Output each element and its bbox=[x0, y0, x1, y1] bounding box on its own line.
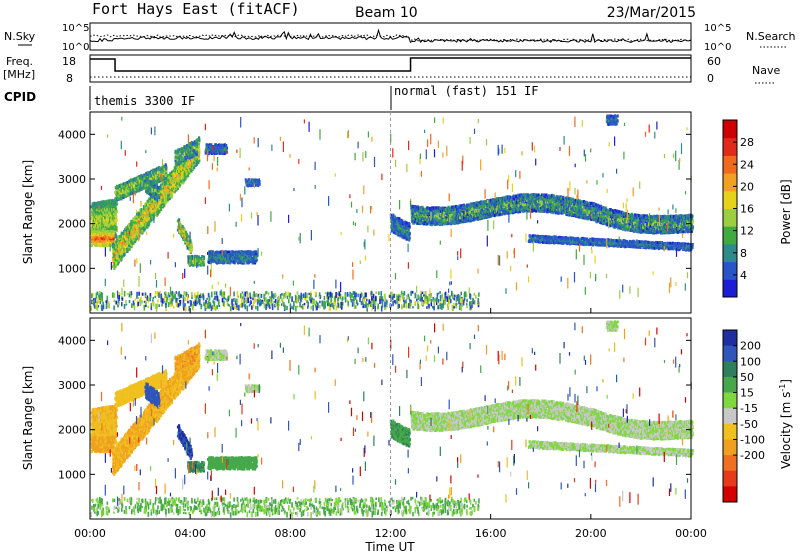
nave-tick-low: 0 bbox=[707, 72, 714, 85]
freq-unit-label: [MHz] bbox=[3, 68, 35, 81]
power-cell bbox=[178, 218, 180, 221]
cpid-segment-2: normal (fast) 151 IF bbox=[394, 84, 539, 98]
cpid-segment-1: themis 3300 IF bbox=[94, 94, 195, 108]
power-cell bbox=[228, 251, 230, 254]
power-cell bbox=[112, 199, 114, 202]
power-cell bbox=[116, 219, 118, 222]
noise-tick-low-right: 10^0 bbox=[704, 42, 731, 53]
noise-panel: N.Sky 10^5 10^0 10^5 10^0 N.Search bbox=[4, 23, 796, 53]
power-cell bbox=[115, 222, 117, 225]
cpid-label: CPID bbox=[4, 90, 36, 104]
power-cell bbox=[113, 235, 115, 238]
power-cell bbox=[165, 177, 167, 180]
noise-tick-high-right: 10^5 bbox=[704, 23, 731, 34]
power-cell bbox=[160, 208, 162, 211]
power-cell bbox=[93, 202, 95, 205]
nave-label: Nave bbox=[752, 64, 780, 77]
power-panel: 1000200030004000 Slant Range [km] bbox=[21, 112, 694, 313]
power-cell bbox=[99, 242, 101, 245]
nsearch-trace bbox=[90, 35, 691, 41]
power-cell bbox=[151, 195, 153, 198]
nave-tick-high: 60 bbox=[707, 55, 721, 68]
power-cell bbox=[157, 186, 159, 189]
noise-tick-high-left: 10^5 bbox=[62, 23, 89, 34]
nsky-label: N.Sky bbox=[4, 30, 36, 43]
power-cell bbox=[149, 188, 151, 191]
power-cell bbox=[116, 185, 118, 188]
power-cell bbox=[140, 208, 142, 211]
noise-tick-low-left: 10^0 bbox=[62, 42, 89, 53]
freq-trace bbox=[90, 58, 691, 71]
power-cell bbox=[113, 231, 115, 234]
freq-label: Freq. bbox=[6, 55, 33, 68]
power-cell bbox=[158, 190, 160, 193]
power-cell bbox=[147, 177, 149, 180]
freq-tick-high: 18 bbox=[62, 55, 76, 68]
power-cell bbox=[195, 139, 197, 142]
freq-panel: Freq. [MHz] 18 8 60 0 Nave bbox=[3, 55, 780, 85]
radar-title: Fort Hays East (fitACF) bbox=[92, 0, 300, 18]
power-cell bbox=[115, 207, 117, 210]
power-cell bbox=[124, 253, 126, 256]
nsearch-label: N.Search bbox=[746, 30, 796, 43]
power-cell bbox=[154, 189, 156, 192]
date-title: 23/Mar/2015 bbox=[607, 5, 696, 21]
beam-title: Beam 10 bbox=[355, 5, 418, 21]
power-cell bbox=[128, 193, 130, 196]
power-cell bbox=[140, 174, 142, 177]
freq-tick-low: 8 bbox=[66, 72, 73, 85]
freq-panel-frame bbox=[90, 55, 691, 82]
power-cell bbox=[198, 136, 200, 139]
cpid-strip: CPID themis 3300 IF normal (fast) 151 IF bbox=[4, 84, 539, 110]
radar-summary-plot: Fort Hays East (fitACF) Beam 10 23/Mar/2… bbox=[0, 0, 800, 554]
power-cell bbox=[165, 163, 167, 166]
